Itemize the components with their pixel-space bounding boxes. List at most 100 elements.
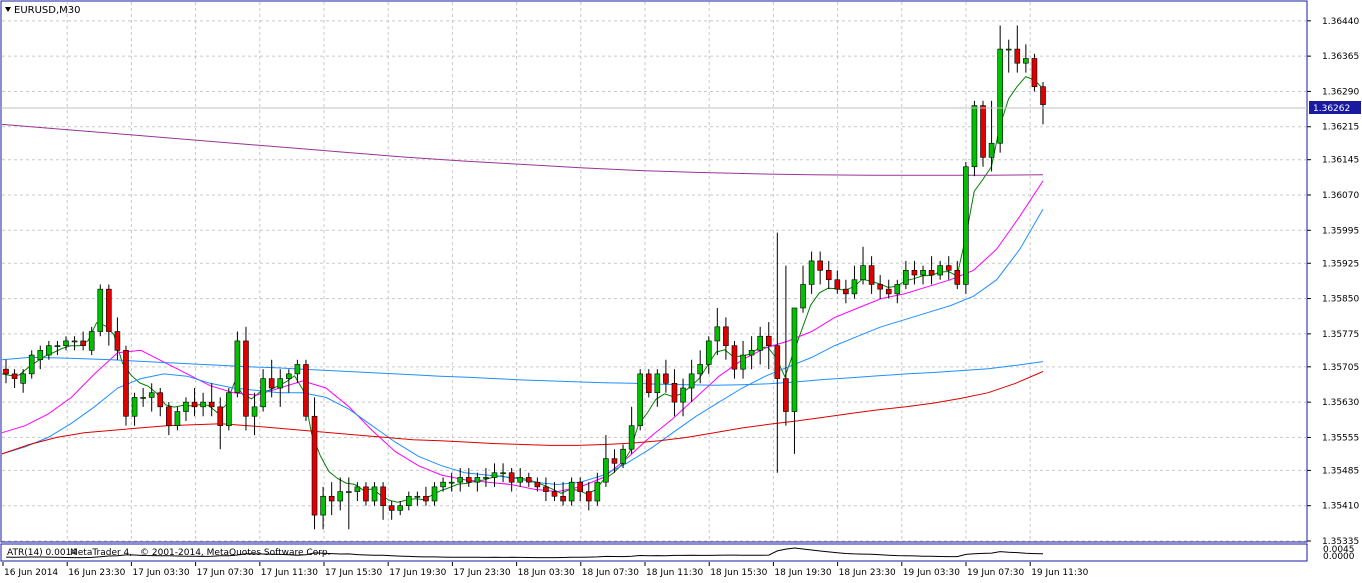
candle-body-bear	[166, 406, 172, 426]
candle-body-bear	[560, 495, 566, 502]
candle	[928, 256, 935, 285]
candle	[1031, 53, 1038, 92]
candle	[645, 369, 652, 398]
time-axis: 16 Jun 2014 16 Jun 23:30 17 Jun 03:30 17 Ju…	[2, 562, 1089, 578]
y-tick-label: 1.36145	[1322, 156, 1359, 166]
candle-body-bear	[1031, 58, 1038, 88]
candle	[517, 468, 524, 487]
x-tick-label: 18 Jun 11:30	[646, 568, 703, 578]
candle	[757, 326, 763, 365]
candle	[260, 369, 266, 412]
candle	[251, 392, 258, 436]
candle	[483, 468, 489, 487]
symbol-label: EURUSD,M30	[14, 5, 80, 16]
candle	[106, 284, 112, 346]
x-tick-label: 18 Jun 19:30	[774, 568, 831, 578]
candle	[500, 463, 506, 483]
candle	[971, 100, 978, 177]
candle-body-bull	[457, 477, 464, 483]
candle	[817, 251, 823, 285]
candle-body-bull	[748, 350, 755, 356]
x-tick-label: 17 Jun 07:30	[197, 568, 254, 578]
candle-body-bull	[63, 340, 69, 346]
candle-body-bull	[963, 166, 969, 285]
candle	[628, 406, 635, 454]
candle-body-bear	[363, 486, 369, 502]
candle	[148, 383, 155, 412]
candle	[63, 336, 69, 351]
candle-body-bear	[551, 491, 558, 497]
candle	[1023, 44, 1029, 73]
candle	[114, 317, 121, 360]
candle	[157, 388, 164, 417]
candle	[328, 482, 335, 516]
candle	[423, 486, 429, 506]
candle	[388, 500, 395, 520]
candle-body-bear	[834, 279, 841, 290]
candle	[577, 477, 584, 501]
x-tick-label: 17 Jun 19:30	[389, 568, 446, 578]
candle-body-bear	[380, 486, 386, 506]
candle	[174, 406, 181, 431]
candle-body-bull	[414, 495, 421, 498]
candle-body-bear	[3, 368, 9, 375]
candle-body-bear	[114, 331, 121, 351]
candle	[731, 340, 738, 379]
candle-body-bear	[928, 270, 935, 276]
candle-body-bull	[860, 265, 866, 281]
candle-body-bull	[740, 354, 746, 370]
candle	[654, 369, 661, 407]
candle-body-bear	[217, 406, 224, 426]
candle-body-bear	[423, 495, 429, 502]
candle-body-bear	[303, 364, 309, 417]
candle-body-bull	[1023, 58, 1029, 64]
candle	[191, 388, 198, 417]
y-tick-label: 1.36290	[1322, 87, 1359, 97]
candle	[20, 369, 26, 393]
candle	[363, 482, 369, 506]
candle-body-bull	[71, 340, 78, 343]
candle	[843, 279, 849, 304]
candle	[663, 359, 669, 393]
candle-body-bull	[431, 486, 438, 502]
candle	[28, 350, 35, 379]
candle-body-bear	[585, 491, 592, 502]
indicator-label: ATR(14) 0.0014	[7, 548, 77, 558]
candle	[286, 369, 292, 393]
candle-body-bull	[337, 491, 344, 502]
candle-body-bear	[911, 270, 918, 276]
candle-body-bull	[200, 401, 206, 408]
candle-body-bull	[568, 481, 575, 502]
candle-body-bull	[474, 477, 481, 483]
candle-body-bull	[594, 481, 601, 502]
candle	[611, 449, 618, 473]
y-tick-label: 1.36070	[1322, 191, 1359, 201]
candle	[414, 491, 421, 506]
candle	[346, 477, 352, 530]
candle	[860, 246, 866, 285]
candle-body-bull	[440, 481, 446, 488]
x-tick-label: 18 Jun 15:30	[710, 568, 767, 578]
y-tick-label: 1.35775	[1322, 330, 1359, 340]
candle-body-bull	[20, 373, 26, 384]
candle	[431, 482, 438, 506]
candle-body-bull	[397, 505, 404, 511]
candle	[963, 162, 969, 294]
candle	[337, 477, 344, 511]
candle-body-bull	[251, 406, 258, 417]
candle-body-bull	[46, 345, 52, 356]
x-tick-label: 17 Jun 11:30	[261, 568, 318, 578]
candle	[46, 340, 52, 360]
candle-body-bear	[885, 288, 892, 295]
candle	[671, 369, 678, 417]
triangle-down-icon[interactable]	[5, 7, 11, 12]
indicator-value-top: 0.0045	[1323, 545, 1355, 555]
candle	[620, 444, 626, 469]
candle-body-bull	[637, 373, 643, 426]
candle-body-bear	[825, 270, 832, 281]
candle	[825, 260, 832, 290]
candle	[268, 359, 275, 398]
candle-body-bear	[671, 383, 678, 403]
